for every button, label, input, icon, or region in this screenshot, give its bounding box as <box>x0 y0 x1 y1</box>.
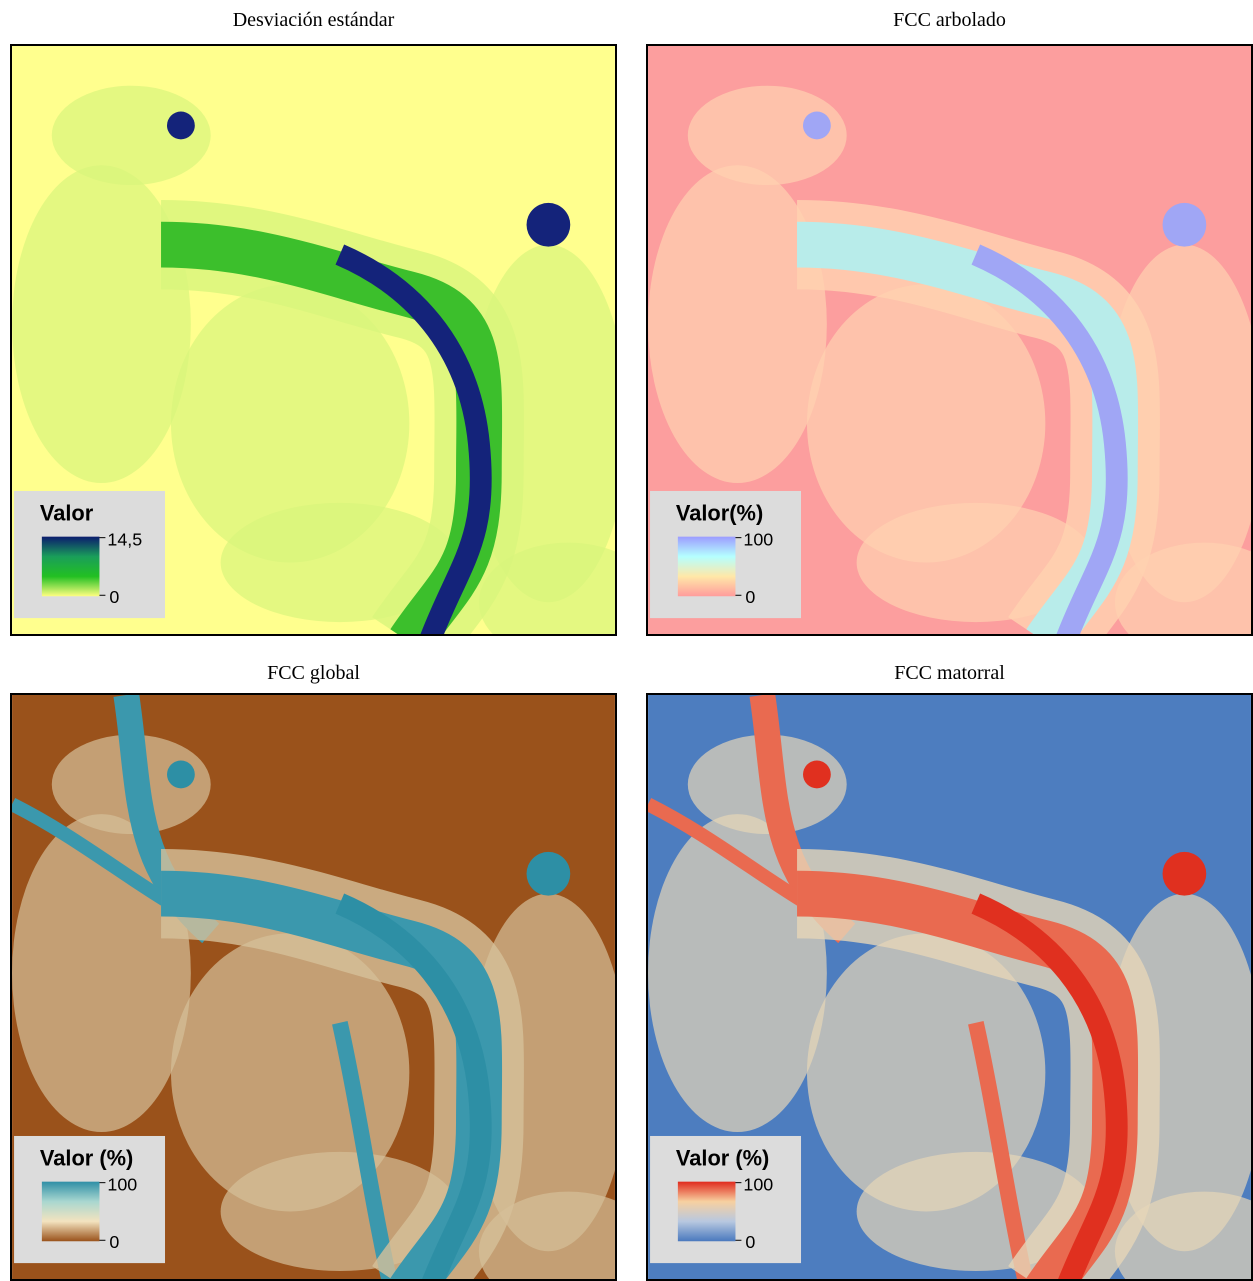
map-title: FCC matorral <box>646 661 1253 685</box>
legend-title: Valor <box>40 501 94 526</box>
legend-title: Valor (%) <box>40 1146 133 1171</box>
patch <box>1163 203 1207 247</box>
figure: {"panels": [ {"title": "Desviación están… <box>0 0 1253 1281</box>
patch <box>167 112 195 140</box>
patch <box>527 852 571 896</box>
legend-max-label: 100 <box>743 529 773 549</box>
map: Valor (%) 100 0 <box>10 693 617 1281</box>
patch <box>1163 852 1207 896</box>
legend-max-label: 14,5 <box>107 529 142 549</box>
patch <box>527 203 571 247</box>
legend-min-label: 0 <box>745 1232 755 1252</box>
legend-bar <box>42 1182 100 1242</box>
legend-bar <box>678 1182 736 1242</box>
legend-bar <box>42 537 100 597</box>
legend-min-label: 0 <box>745 587 755 607</box>
map-title: FCC arbolado <box>646 8 1253 32</box>
legend-max-label: 100 <box>107 1174 137 1194</box>
legend-min-label: 0 <box>109 1232 119 1252</box>
map-title: FCC global <box>10 661 617 685</box>
map: Valor(%) 100 0 <box>646 44 1253 636</box>
legend-min-label: 0 <box>109 587 119 607</box>
legend-title: Valor(%) <box>676 501 763 526</box>
patch <box>803 761 831 789</box>
legend-max-label: 100 <box>743 1174 773 1194</box>
patch <box>803 112 831 140</box>
legend-title: Valor (%) <box>676 1146 769 1171</box>
map: Valor (%) 100 0 <box>646 693 1253 1281</box>
map-title: Desviación estándar <box>10 8 617 32</box>
patch <box>167 761 195 789</box>
legend-bar <box>678 537 736 597</box>
map: Valor 14,5 0 <box>10 44 617 636</box>
